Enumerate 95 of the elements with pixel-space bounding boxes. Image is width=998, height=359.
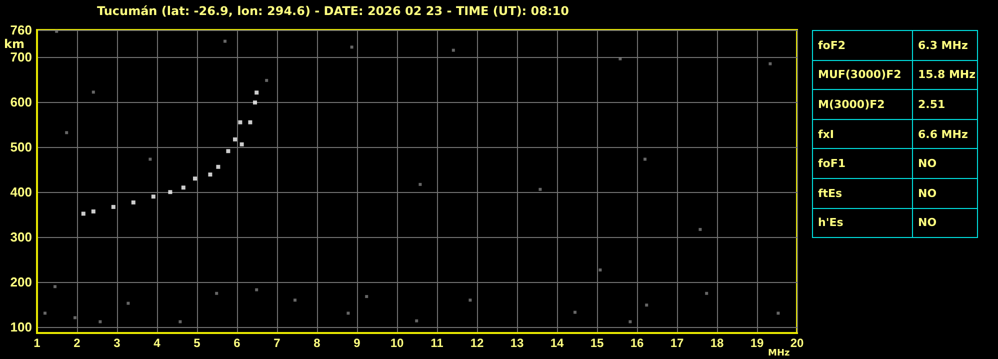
point — [538, 188, 542, 191]
y-axis-title: km — [4, 37, 24, 51]
point — [111, 204, 116, 209]
text: 6.6 MHz — [912, 119, 978, 149]
point — [181, 186, 186, 190]
point — [468, 298, 472, 302]
x-axis-title: MHz — [768, 348, 790, 358]
text: 15.8 MHz — [912, 60, 978, 90]
x-tick-label: 8 — [314, 336, 321, 350]
y-tick-label: 100 — [10, 320, 32, 335]
text: NO — [912, 178, 978, 208]
point — [265, 78, 268, 82]
y-tick-label: 760 — [10, 22, 32, 38]
x-tick-label: 20 — [790, 336, 804, 350]
x-tick-label: 4 — [154, 336, 161, 350]
text: 6.3 MHz — [912, 30, 978, 60]
point — [768, 62, 772, 66]
point — [452, 48, 455, 52]
point — [644, 158, 646, 161]
text: fxI — [812, 119, 912, 149]
x-tick-label: 17 — [670, 336, 684, 350]
y-tick-label: 600 — [10, 94, 32, 110]
y-tick-label: 300 — [10, 230, 32, 245]
text: foF1 — [812, 148, 912, 178]
point — [216, 164, 220, 169]
y-tick-label: 400 — [10, 184, 32, 200]
point — [698, 228, 702, 231]
point — [193, 176, 197, 181]
point — [346, 312, 350, 315]
point — [248, 120, 252, 124]
x-tick-label: 19 — [750, 336, 764, 350]
x-tick-label: 11 — [430, 336, 444, 350]
point — [226, 149, 230, 154]
x-tick-label: 6 — [234, 336, 241, 350]
x-tick-label: 13 — [510, 336, 524, 350]
point — [178, 320, 182, 324]
point — [776, 312, 780, 315]
x-tick-label: 16 — [630, 336, 644, 350]
point — [126, 302, 130, 305]
text: foF2 — [812, 30, 912, 60]
point — [44, 312, 46, 315]
point — [628, 320, 632, 324]
chart-title: Tucumán (lat: -26.9, lon: 294.6) - DATE: 2026 02 23 - TIME (UT): 08:10 — [97, 4, 569, 18]
y-tick-label: 200 — [10, 274, 32, 290]
point — [415, 319, 418, 322]
x-tick-label: 14 — [550, 336, 564, 350]
point — [92, 90, 95, 94]
point — [215, 292, 218, 295]
point — [208, 172, 212, 177]
x-tick-label: 10 — [390, 336, 404, 350]
x-tick-label: 1 — [34, 336, 41, 350]
point — [598, 268, 602, 272]
x-tick-label: 12 — [470, 336, 484, 350]
point — [618, 57, 622, 60]
point — [54, 285, 56, 288]
point — [131, 200, 136, 204]
point — [168, 190, 172, 194]
point — [148, 158, 152, 161]
text: NO — [912, 208, 978, 238]
point — [233, 137, 237, 142]
point — [645, 304, 648, 307]
x-tick-label: 15 — [590, 336, 604, 350]
point — [224, 40, 226, 43]
point — [151, 194, 156, 199]
text: M(3000)F2 — [812, 90, 912, 120]
point — [574, 310, 576, 314]
point — [74, 316, 76, 320]
point — [91, 209, 96, 214]
point — [55, 30, 58, 33]
point — [418, 182, 422, 186]
text: h'Es — [812, 208, 912, 238]
point — [350, 46, 354, 49]
point — [98, 320, 102, 324]
point — [81, 212, 86, 216]
x-tick-label: 7 — [274, 336, 281, 350]
point — [253, 100, 257, 104]
text: MUF(3000)F2 — [812, 60, 912, 90]
x-tick-label: 18 — [710, 336, 724, 350]
point — [294, 298, 296, 302]
point — [240, 142, 244, 146]
x-tick-label: 2 — [74, 336, 81, 350]
point — [238, 120, 242, 124]
point — [255, 288, 258, 292]
x-tick-label: 9 — [354, 336, 361, 350]
point — [705, 292, 708, 295]
text: NO — [912, 148, 978, 178]
y-tick-label: 500 — [10, 140, 32, 155]
point — [365, 295, 368, 298]
text: ftEs — [812, 178, 912, 208]
x-tick-label: 3 — [114, 336, 121, 350]
point — [254, 90, 259, 95]
point — [65, 131, 68, 134]
x-tick-label: 5 — [194, 336, 201, 350]
y-tick-label: 700 — [10, 50, 32, 65]
text: 2.51 — [912, 90, 978, 120]
